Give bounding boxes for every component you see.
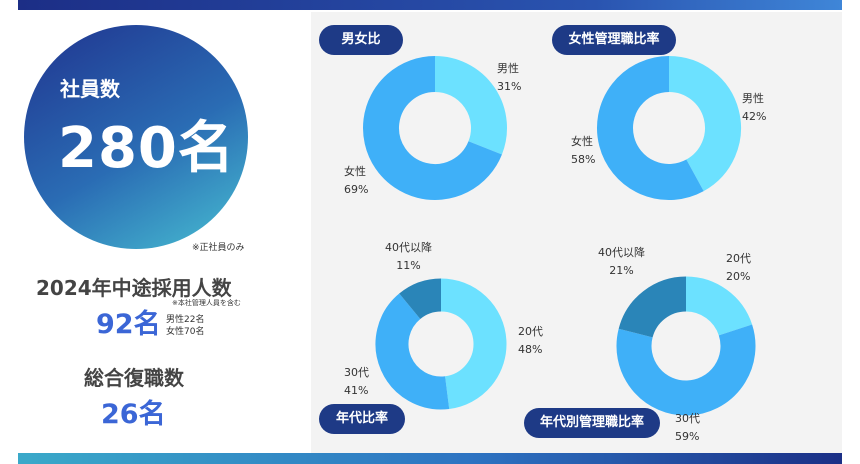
hires-female: 女性70名 bbox=[166, 327, 205, 337]
chart-title-age-managers: 年代別管理職比率 bbox=[524, 408, 660, 438]
slice-label: 男性 31% bbox=[497, 62, 522, 93]
hires-note: ※本社管理人員を含む bbox=[172, 299, 241, 307]
slice-label: 20代 20% bbox=[726, 252, 751, 283]
employee-count-circle: 社員数 280名 bbox=[24, 25, 248, 249]
hires-breakdown: 男性22名 女性70名 bbox=[166, 314, 204, 338]
donut-slice bbox=[363, 56, 502, 200]
bottom-accent-bar bbox=[18, 453, 842, 464]
slice-label: 20代 48% bbox=[518, 325, 543, 356]
donut-slice bbox=[668, 56, 741, 192]
hires-title: 2024年中途採用人数 bbox=[36, 276, 232, 300]
slice-label: 女性 58% bbox=[571, 135, 596, 166]
slice-label: 男性 42% bbox=[742, 92, 767, 123]
reinstatement-value: 26名 bbox=[101, 399, 166, 430]
chart-title-age-ratio: 年代比率 bbox=[319, 404, 405, 434]
employee-count-note: ※正社員のみ bbox=[192, 243, 245, 253]
slice-label: 40代以降 21% bbox=[598, 246, 645, 277]
hires-value: 92名 bbox=[96, 309, 161, 340]
slice-label: 40代以降 11% bbox=[385, 241, 432, 272]
donut-slice bbox=[440, 278, 507, 409]
chart-title-gender-ratio: 男女比 bbox=[319, 25, 403, 55]
top-accent-bar bbox=[18, 0, 842, 10]
donut-slice bbox=[616, 324, 756, 416]
slice-label: 30代 59% bbox=[675, 412, 700, 443]
donut-slice bbox=[434, 56, 507, 155]
reinstatement-title: 総合復職数 bbox=[84, 366, 184, 390]
employee-count-value: 280名 bbox=[58, 116, 235, 181]
slice-label: 30代 41% bbox=[344, 366, 369, 397]
slice-label: 女性 69% bbox=[344, 165, 369, 196]
donut-slice bbox=[685, 276, 753, 337]
donut-slice bbox=[618, 276, 687, 339]
hires-male: 男性22名 bbox=[166, 315, 205, 325]
donut-slice bbox=[375, 293, 450, 410]
donut-slice bbox=[597, 56, 704, 200]
employee-count-label: 社員数 bbox=[60, 77, 120, 101]
donut-slice bbox=[399, 278, 442, 320]
chart-title-female-managers: 女性管理職比率 bbox=[552, 25, 676, 55]
